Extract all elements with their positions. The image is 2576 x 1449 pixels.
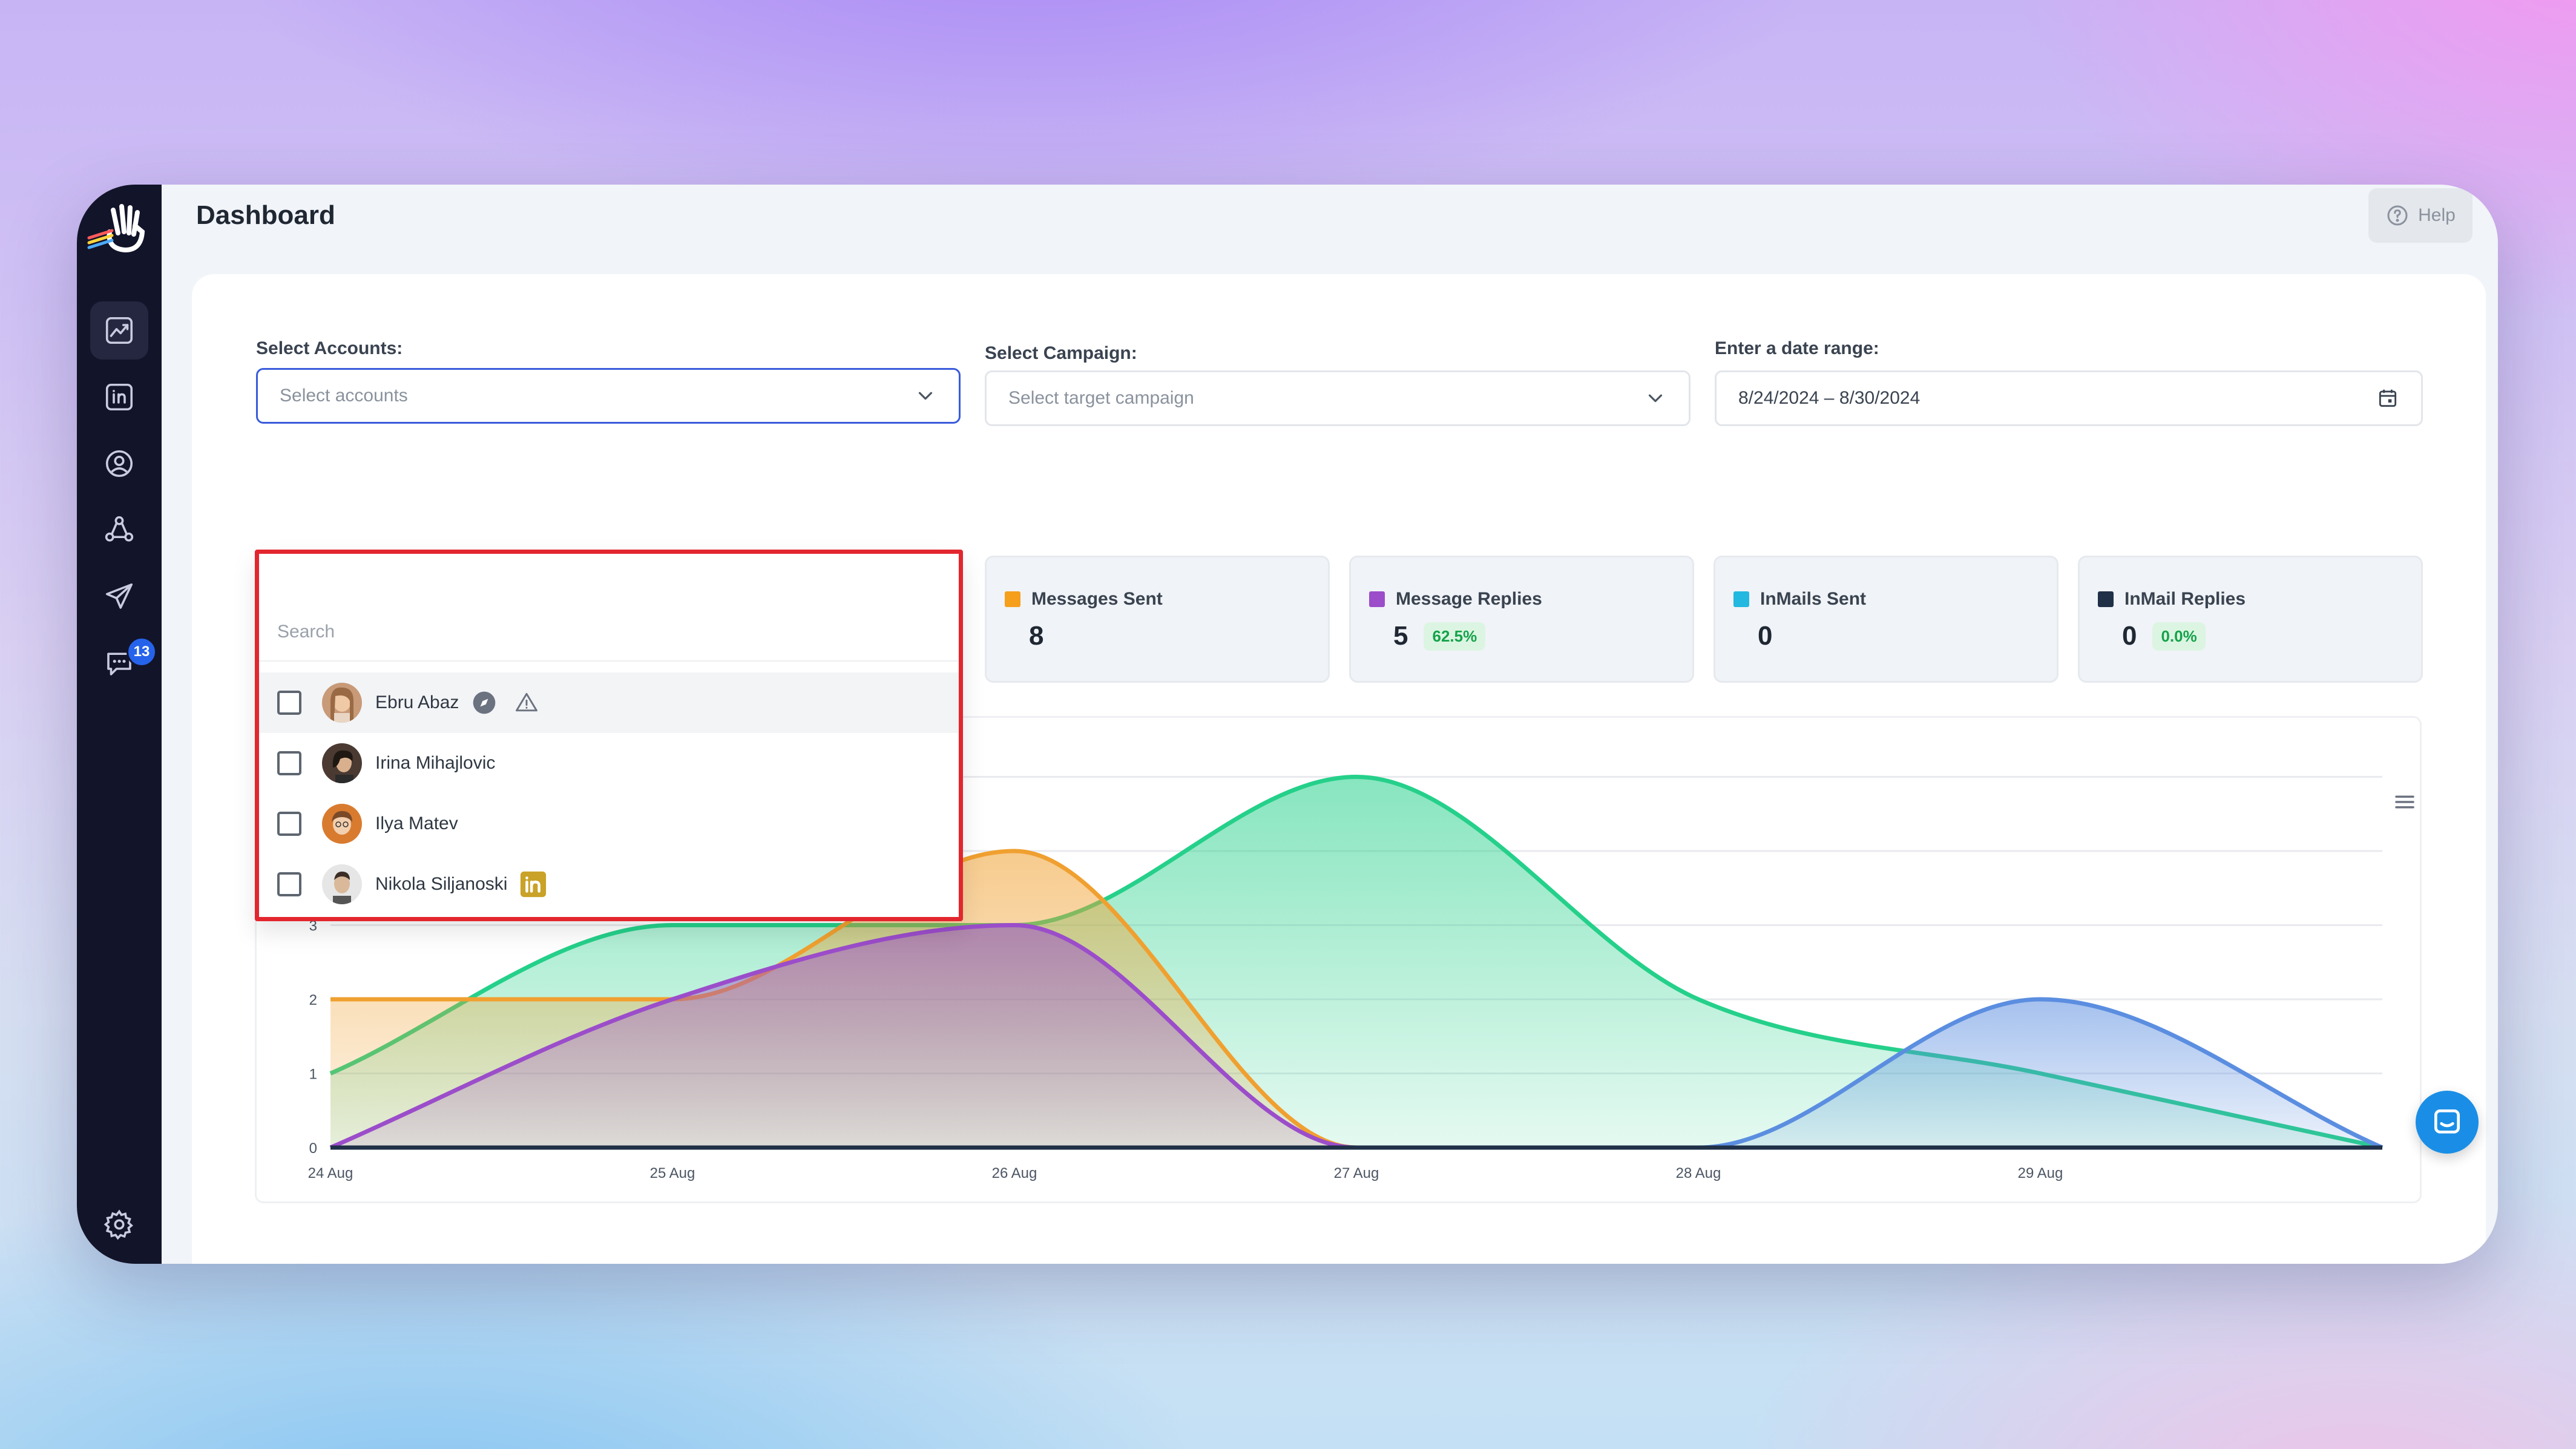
account-option[interactable]: Ebru Abaz xyxy=(259,672,959,733)
stat-value: 0 xyxy=(1758,621,1773,651)
series-area xyxy=(330,925,2382,1148)
stat-card-inmail-replies: InMail Replies 0 0.0% xyxy=(2078,556,2423,683)
y-tick-label: 3 xyxy=(309,918,317,935)
account-checkbox[interactable] xyxy=(277,691,301,715)
calendar-icon[interactable] xyxy=(2376,387,2399,410)
stat-label: Messages Sent xyxy=(1031,589,1163,609)
y-tick-label: 0 xyxy=(309,1140,317,1157)
chevron-down-icon xyxy=(918,392,933,400)
x-tick-label: 29 Aug xyxy=(2018,1165,2063,1181)
account-checkbox[interactable] xyxy=(277,751,301,775)
x-tick-label: 27 Aug xyxy=(1334,1165,1379,1181)
campaign-select[interactable]: Select target campaign xyxy=(985,370,1690,426)
legend-swatch xyxy=(1733,591,1749,607)
network-icon xyxy=(105,516,134,542)
x-tick-label: 28 Aug xyxy=(1676,1165,1721,1181)
linkedin-icon xyxy=(105,383,133,411)
sidebar-item-network[interactable] xyxy=(90,501,148,559)
date-range-label: Enter a date range: xyxy=(1715,338,1879,358)
account-name: Nikola Siljanoski xyxy=(375,874,508,894)
sidebar-item-profile[interactable] xyxy=(90,435,148,493)
reply-rate-badge: 62.5% xyxy=(1424,622,1486,651)
inmail-reply-rate-badge: 0.0% xyxy=(2152,622,2206,651)
chat-icon xyxy=(2434,1109,2460,1134)
help-icon xyxy=(2387,205,2408,226)
stat-card-inmails-sent: InMails Sent 0 xyxy=(1714,556,2058,683)
account-option[interactable]: Nikola Siljanoski xyxy=(259,854,959,915)
sidebar: 13 xyxy=(77,185,162,1264)
avatar xyxy=(322,743,362,783)
accounts-label: Select Accounts: xyxy=(256,338,403,358)
stat-value: 5 xyxy=(1393,621,1408,651)
accounts-placeholder: Select accounts xyxy=(280,386,408,406)
x-tick-label: 26 Aug xyxy=(992,1165,1037,1181)
sidebar-item-analytics[interactable] xyxy=(90,301,148,360)
x-tick-label: 24 Aug xyxy=(308,1165,353,1181)
x-tick-label: 25 Aug xyxy=(650,1165,695,1181)
main-panel: Select Accounts: Select accounts Select … xyxy=(192,274,2486,1264)
stat-value: 0 xyxy=(2122,621,2137,651)
avatar xyxy=(322,683,362,723)
accounts-dropdown: Search Ebru Abaz Irina Mihajlovic xyxy=(255,550,963,921)
user-circle-icon xyxy=(105,450,133,478)
y-tick-label: 2 xyxy=(309,992,317,1008)
stat-label: InMail Replies xyxy=(2124,589,2246,609)
account-checkbox[interactable] xyxy=(277,872,301,896)
chevron-down-icon xyxy=(1648,394,1663,402)
legend-swatch xyxy=(1005,591,1020,607)
stat-card-message-replies: Message Replies 5 62.5% xyxy=(1349,556,1694,683)
stat-label: InMails Sent xyxy=(1760,589,1867,609)
account-name: Ilya Matev xyxy=(375,813,458,833)
y-tick-label: 1 xyxy=(309,1066,317,1083)
gear-icon xyxy=(104,1209,134,1240)
account-option[interactable]: Ilya Matev xyxy=(259,794,959,854)
account-name: Irina Mihajlovic xyxy=(375,753,496,773)
avatar xyxy=(322,864,362,904)
accounts-select[interactable]: Select accounts xyxy=(256,368,961,424)
legend-swatch xyxy=(2098,591,2114,607)
chart-menu-icon[interactable] xyxy=(2392,789,2417,815)
account-name: Ebru Abaz xyxy=(375,692,459,712)
stat-card-messages-sent: Messages Sent 8 xyxy=(985,556,1330,683)
dropdown-search-input[interactable]: Search xyxy=(277,622,335,642)
avatar xyxy=(322,804,362,844)
app-logo[interactable] xyxy=(83,202,156,256)
series-area xyxy=(330,999,2382,1148)
linkedin-badge-icon xyxy=(521,871,547,898)
app-window: 13 Dashboard Help Select Accounts: Selec… xyxy=(77,185,2498,1264)
sidebar-item-messages[interactable]: 13 xyxy=(90,634,157,692)
legend-swatch xyxy=(1369,591,1385,607)
campaign-label: Select Campaign: xyxy=(985,343,1137,363)
help-label: Help xyxy=(2418,205,2456,225)
campaign-placeholder: Select target campaign xyxy=(1008,388,1194,408)
compass-icon xyxy=(473,691,496,714)
sidebar-item-settings[interactable] xyxy=(90,1195,148,1254)
warning-icon xyxy=(516,692,538,712)
stat-value: 8 xyxy=(1029,621,1044,651)
sidebar-item-linkedin[interactable] xyxy=(90,368,148,426)
unread-badge: 13 xyxy=(126,637,157,667)
chat-support-button[interactable] xyxy=(2416,1091,2479,1154)
date-range-input[interactable]: 8/24/2024 – 8/30/2024 xyxy=(1715,370,2423,426)
divider xyxy=(259,660,959,662)
page-title: Dashboard xyxy=(196,200,335,230)
stat-label: Message Replies xyxy=(1396,589,1542,609)
account-checkbox[interactable] xyxy=(277,812,301,836)
sidebar-item-campaigns[interactable] xyxy=(90,568,148,626)
account-option[interactable]: Irina Mihajlovic xyxy=(259,733,959,794)
analytics-icon xyxy=(105,317,133,344)
date-range-value: 8/24/2024 – 8/30/2024 xyxy=(1738,388,1920,408)
send-icon xyxy=(105,583,133,609)
help-button[interactable]: Help xyxy=(2368,188,2472,243)
